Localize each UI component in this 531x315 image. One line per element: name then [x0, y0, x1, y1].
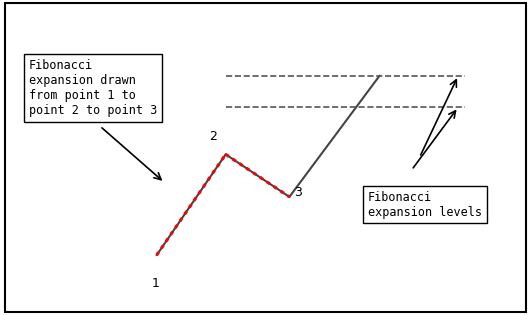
Text: 2: 2	[209, 130, 217, 143]
Text: Fibonacci
expansion drawn
from point 1 to
point 2 to point 3: Fibonacci expansion drawn from point 1 t…	[29, 59, 157, 117]
Text: 1: 1	[152, 277, 159, 290]
Text: 3: 3	[294, 186, 302, 199]
Text: Fibonacci
expansion levels: Fibonacci expansion levels	[368, 191, 482, 219]
